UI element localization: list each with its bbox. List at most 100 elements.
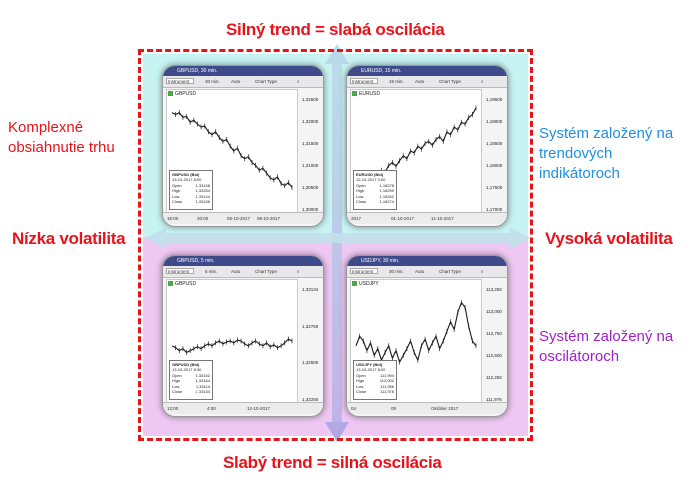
interval-select[interactable]: 30 min. (205, 79, 220, 84)
annotation-oscillator-system: Systém založený na oscilátoroch (539, 327, 673, 367)
ohlc-label: Open (356, 182, 366, 188)
interval-select[interactable]: 5 min. (205, 269, 218, 274)
price-segment (240, 340, 246, 345)
price-segment (273, 344, 278, 349)
panel-toolbar: Instrument 30 min. Auto Chart Type ⌕ (163, 76, 323, 88)
price-segment (208, 131, 213, 136)
price-segment (211, 342, 216, 347)
price-segment (182, 348, 187, 353)
price-tick: 1,18500 (486, 141, 503, 146)
time-label: 20:00 (197, 216, 209, 221)
price-segment (384, 345, 390, 353)
ohlc-row: High 1,18290 (356, 188, 394, 193)
price-axis: 1,19500 1,19000 1,18500 1,18000 1,17500 1,170… (483, 89, 507, 213)
chart-type-select[interactable]: Chart Type (439, 269, 461, 274)
price-segment (200, 345, 206, 350)
price-tick: 1,33134 (302, 287, 319, 292)
price-segment (395, 160, 401, 167)
ohlc-label: Close (172, 389, 183, 395)
chart-panel-br: USDJPY, 30 min. Instrument 30 min. Auto Char… (347, 256, 507, 416)
price-axis: 1,32500 1,32000 1,31500 1,31000 1,30500 1,300… (299, 89, 323, 213)
ohlc-row: Low 1,33144 (172, 194, 210, 199)
price-segment (391, 350, 397, 359)
price-segment (222, 341, 227, 345)
interval-select[interactable]: 15 min. (389, 79, 404, 84)
chart-type-select[interactable]: Chart Type (255, 269, 277, 274)
price-segment (280, 342, 286, 347)
time-label: 4:00 (207, 406, 216, 411)
ohlc-row: Open 1,33152 (172, 373, 210, 378)
symbol-label: GBPUSD (168, 91, 196, 97)
price-segment (251, 340, 256, 344)
price-segment (446, 321, 452, 332)
zoom-icon[interactable]: ⌕ (297, 269, 300, 274)
symbol-label: USDJPY (352, 281, 379, 287)
chart-panel-tl: GBPUSD, 30 min. Instrument 30 min. Auto Char… (163, 66, 323, 226)
time-axis: 16:00 20:00 05-10-2017 06-10-2017 (163, 212, 323, 224)
price-segment (388, 162, 393, 166)
price-segment (175, 347, 180, 352)
price-segment (244, 156, 249, 160)
annotation-trend-system-line3: indikátoroch (539, 165, 620, 182)
panel-title: EURUSD, 15 min. (347, 66, 507, 76)
auto-select[interactable]: Auto (415, 79, 425, 84)
price-segment (215, 131, 220, 138)
interval-select[interactable]: 30 min. (389, 269, 404, 274)
annotation-complex-coverage-line2: obsiahnutie trhu (8, 139, 115, 156)
price-segment (471, 340, 477, 347)
price-segment (269, 177, 275, 181)
price-segment (255, 165, 260, 171)
zoom-icon[interactable]: ⌕ (481, 79, 484, 84)
price-segment (266, 342, 271, 348)
price-segment (402, 155, 408, 160)
ohlc-value: 1,33134 (195, 389, 210, 395)
price-segment (218, 340, 224, 345)
price-segment (464, 117, 470, 125)
price-segment (420, 143, 426, 150)
price-segment (197, 123, 202, 128)
time-label: 12:00 (167, 406, 179, 411)
symbol-text: EURUSD (359, 91, 381, 97)
price-segment (244, 343, 249, 347)
instrument-input[interactable]: Instrument (350, 78, 378, 84)
price-segment (399, 155, 404, 161)
price-segment (410, 340, 415, 353)
ohlc-value: 1,33144 (195, 193, 210, 199)
symbol-text: USDJPY (359, 281, 379, 287)
price-segment (457, 121, 462, 131)
ohlc-title: EURUSD (Bid) (356, 172, 384, 177)
instrument-input[interactable]: Instrument (350, 268, 378, 274)
ohlc-value: 1,33152 (195, 372, 210, 378)
symbol-icon (168, 91, 173, 96)
price-tick: 1,31500 (302, 141, 319, 146)
chart-type-select[interactable]: Chart Type (255, 79, 277, 84)
annotation-oscillator-system-line2: oscilátoroch (539, 348, 620, 365)
ohlc-row: High 112,002 (356, 378, 394, 383)
auto-select[interactable]: Auto (231, 269, 241, 274)
price-segment (446, 131, 451, 136)
price-segment (406, 340, 412, 349)
auto-select[interactable]: Auto (231, 79, 241, 84)
time-label: 09 (391, 406, 397, 411)
ohlc-label: High (356, 378, 365, 384)
instrument-input[interactable]: Instrument (166, 78, 194, 84)
price-segment (370, 342, 375, 356)
time-label: 04 (351, 406, 357, 411)
ohlc-row: Open 1,33148 (172, 183, 210, 188)
price-segment (276, 176, 282, 184)
price-segment (453, 312, 459, 330)
price-segment (251, 162, 256, 166)
price-segment (428, 342, 433, 351)
zoom-icon[interactable]: ⌕ (297, 79, 300, 84)
price-segment (186, 350, 191, 354)
price-segment (461, 121, 466, 125)
auto-select[interactable]: Auto (415, 269, 425, 274)
price-segment (277, 345, 282, 349)
instrument-input[interactable]: Instrument (166, 268, 194, 274)
panel-title: GBPUSD, 30 min. (163, 66, 323, 76)
chart-type-select[interactable]: Chart Type (439, 79, 461, 84)
price-segment (431, 139, 437, 146)
price-segment (435, 336, 441, 349)
zoom-icon[interactable]: ⌕ (481, 269, 484, 274)
